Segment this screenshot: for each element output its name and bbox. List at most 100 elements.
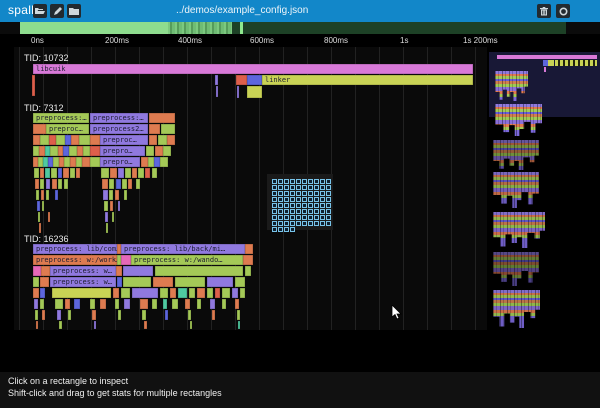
- event-cell[interactable]: [284, 197, 289, 202]
- event-cell[interactable]: [296, 197, 301, 202]
- event-cell[interactable]: [296, 191, 301, 196]
- event-cell[interactable]: [302, 179, 307, 184]
- minimap-cluster[interactable]: [493, 172, 539, 208]
- settings-button[interactable]: [556, 4, 570, 18]
- flame-bar[interactable]: [109, 190, 113, 200]
- event-cell[interactable]: [290, 179, 295, 184]
- flame-bar[interactable]: [49, 135, 56, 145]
- flame-bar[interactable]: [35, 310, 38, 320]
- flame-bar[interactable]: preprocess2…: [90, 124, 148, 134]
- flame-bar[interactable]: [40, 277, 49, 287]
- flame-bar[interactable]: [33, 135, 40, 145]
- flame-bar[interactable]: [247, 86, 262, 98]
- flame-bar[interactable]: [37, 201, 40, 211]
- flame-bar[interactable]: [132, 288, 158, 298]
- event-cell[interactable]: [308, 191, 313, 196]
- flame-bar[interactable]: [40, 288, 45, 298]
- flame-bar[interactable]: [90, 135, 100, 145]
- flame-bar[interactable]: [212, 310, 215, 320]
- flame-bar[interactable]: [35, 179, 39, 189]
- flame-bar[interactable]: [74, 299, 80, 309]
- flame-bar[interactable]: [104, 201, 108, 211]
- event-cell[interactable]: [290, 197, 295, 202]
- event-cell[interactable]: [284, 185, 289, 190]
- event-cell[interactable]: [314, 197, 319, 202]
- flame-bar[interactable]: [79, 135, 90, 145]
- flame-bar[interactable]: [101, 168, 109, 178]
- event-cell[interactable]: [290, 209, 295, 214]
- event-cell[interactable]: [302, 203, 307, 208]
- event-cell[interactable]: [290, 215, 295, 220]
- flame-bar[interactable]: preproc…: [100, 135, 148, 145]
- minimap-cluster[interactable]: [493, 212, 545, 248]
- flame-bar[interactable]: [70, 157, 76, 167]
- flame-bar[interactable]: [34, 168, 39, 178]
- flame-bar[interactable]: [58, 168, 62, 178]
- event-cell[interactable]: [272, 185, 277, 190]
- flame-bar[interactable]: [59, 157, 64, 167]
- flame-bar[interactable]: [48, 157, 53, 167]
- flame-bar[interactable]: preprocess:…: [90, 113, 148, 123]
- flame-bar[interactable]: [57, 310, 61, 320]
- flame-bar[interactable]: [152, 299, 157, 309]
- flame-bar[interactable]: [118, 310, 121, 320]
- flame-bar[interactable]: [155, 266, 243, 276]
- edit-button[interactable]: [50, 4, 64, 18]
- flame-bar[interactable]: [125, 168, 131, 178]
- event-cell[interactable]: [314, 209, 319, 214]
- event-cell[interactable]: [278, 215, 283, 220]
- trace-overview-strip[interactable]: [0, 22, 600, 34]
- flame-bar[interactable]: [152, 168, 157, 178]
- flame-bar[interactable]: libcuik: [33, 64, 473, 74]
- flame-bar[interactable]: [71, 135, 79, 145]
- flame-bar[interactable]: [160, 288, 168, 298]
- event-cell[interactable]: [320, 209, 325, 214]
- flame-bar[interactable]: [90, 299, 95, 309]
- flame-bar[interactable]: [155, 146, 163, 156]
- flame-bar[interactable]: [64, 179, 68, 189]
- flame-bar[interactable]: [112, 212, 114, 222]
- flame-bar[interactable]: [70, 168, 75, 178]
- flame-bar[interactable]: [41, 266, 50, 276]
- flame-bar[interactable]: [167, 135, 175, 145]
- flame-bar[interactable]: preprocess: lib/com…: [33, 244, 117, 254]
- flame-bar[interactable]: [185, 299, 190, 309]
- event-cell[interactable]: [314, 203, 319, 208]
- event-cell[interactable]: [272, 203, 277, 208]
- event-cell[interactable]: [278, 197, 283, 202]
- flame-bar[interactable]: [207, 277, 233, 287]
- event-cell[interactable]: [272, 197, 277, 202]
- flame-bar[interactable]: [46, 179, 50, 189]
- flame-bar[interactable]: [154, 157, 160, 167]
- event-cell[interactable]: [326, 209, 331, 214]
- flame-bar[interactable]: [118, 168, 124, 178]
- flame-bar[interactable]: [118, 201, 120, 211]
- event-cell[interactable]: [326, 179, 331, 184]
- flame-bar[interactable]: [136, 179, 140, 189]
- event-cell[interactable]: [272, 221, 277, 226]
- flame-bar[interactable]: [76, 157, 82, 167]
- event-cell[interactable]: [284, 215, 289, 220]
- flame-bar[interactable]: [39, 146, 45, 156]
- event-cell[interactable]: [290, 227, 295, 232]
- flame-bar[interactable]: [58, 146, 63, 156]
- event-cell[interactable]: [284, 221, 289, 226]
- flame-bar[interactable]: [245, 244, 253, 254]
- flame-bar[interactable]: [197, 299, 201, 309]
- flame-bar[interactable]: [178, 288, 187, 298]
- flame-bar[interactable]: [103, 190, 108, 200]
- flame-bar[interactable]: [45, 146, 50, 156]
- flame-bar[interactable]: [247, 75, 262, 85]
- flame-bar[interactable]: [115, 190, 119, 200]
- event-cell[interactable]: [284, 227, 289, 232]
- flame-bar[interactable]: [117, 255, 121, 265]
- event-cell[interactable]: [308, 221, 313, 226]
- event-cell[interactable]: [314, 185, 319, 190]
- flame-bar[interactable]: [56, 135, 65, 145]
- flame-bar[interactable]: preprocess:…: [33, 113, 89, 123]
- flame-bar[interactable]: [210, 299, 215, 309]
- event-cell[interactable]: [284, 179, 289, 184]
- flame-bar[interactable]: [188, 310, 191, 320]
- event-cell[interactable]: [320, 215, 325, 220]
- flame-bar[interactable]: [109, 179, 114, 189]
